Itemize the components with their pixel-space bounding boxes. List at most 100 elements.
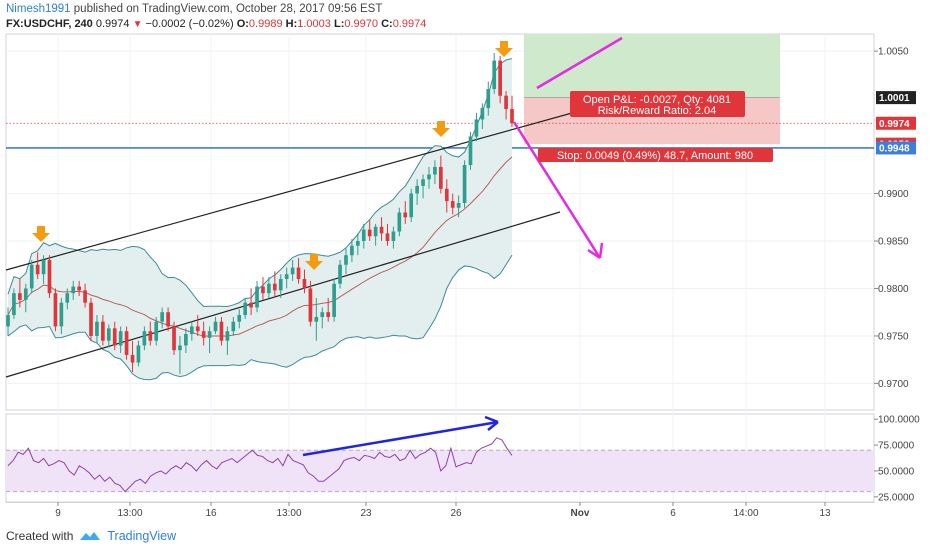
candle — [243, 297, 248, 319]
candle-body — [504, 95, 508, 110]
candle — [89, 297, 93, 341]
time-tick-label: 13:00 — [117, 508, 142, 519]
candle-body — [332, 283, 336, 317]
candle-body — [255, 286, 259, 308]
stop-box[interactable] — [538, 148, 773, 162]
candle — [189, 321, 194, 341]
channel-lower-line[interactable] — [5, 211, 561, 378]
author-link[interactable]: Nimesh1991 — [6, 3, 71, 15]
candle — [427, 166, 431, 189]
candle-body — [184, 334, 188, 346]
bollinger-fill — [8, 58, 512, 380]
candle — [302, 269, 307, 294]
price-tick-label: 0.9750 — [878, 331, 909, 342]
down-arrow-icon[interactable] — [495, 41, 513, 57]
price-tick-label: 0.9900 — [878, 189, 909, 200]
candle — [118, 326, 123, 354]
candle — [367, 220, 372, 241]
price-channel[interactable] — [5, 112, 573, 378]
candle — [314, 297, 319, 341]
candle — [148, 321, 153, 346]
candle — [106, 324, 111, 348]
candle-body — [498, 60, 502, 96]
candle — [361, 223, 366, 249]
candle — [284, 267, 289, 289]
candle — [468, 131, 473, 170]
candle-body — [385, 233, 390, 241]
candle-body — [320, 312, 325, 317]
price-tick-label: 0.9700 — [878, 379, 909, 390]
candle-body — [326, 312, 331, 317]
candle — [12, 288, 16, 319]
rsi-pane — [6, 415, 874, 493]
candle — [29, 259, 34, 294]
price-tag — [876, 116, 916, 130]
candle-body — [486, 89, 491, 109]
time-tick-label: 26 — [450, 508, 462, 519]
time-tick-label: 9 — [55, 508, 61, 519]
candle-body — [12, 293, 16, 316]
channel-upper-line[interactable] — [5, 112, 573, 271]
candle-body — [35, 264, 40, 275]
candle — [166, 307, 170, 332]
candle-body — [83, 290, 87, 303]
candle-body — [278, 278, 283, 291]
candle — [433, 160, 437, 185]
candle — [65, 288, 70, 310]
candle — [18, 278, 22, 308]
candle — [207, 326, 212, 354]
candle-body — [207, 331, 212, 338]
time-tick-label: 14:00 — [733, 508, 758, 519]
magenta-arrow-line[interactable] — [512, 121, 602, 259]
candle — [373, 223, 378, 246]
symbol-label[interactable]: FX:USDCHF, 240 — [6, 18, 93, 30]
candle — [172, 321, 176, 355]
tradingview-brand-link[interactable]: TradingView — [107, 529, 177, 543]
candle — [385, 223, 390, 246]
candle — [510, 95, 514, 128]
down-arrow-icon[interactable] — [432, 121, 450, 137]
candle — [415, 179, 419, 205]
rsi-divergence-arrow[interactable] — [302, 420, 499, 457]
candle-body — [373, 226, 378, 237]
candle-body — [59, 302, 64, 327]
candle — [178, 335, 182, 374]
high-label: H: — [285, 18, 298, 30]
candle-body — [415, 185, 419, 194]
open-pnl-box[interactable] — [570, 91, 745, 117]
candle — [47, 255, 52, 298]
low-label: L: — [333, 18, 345, 30]
candle — [124, 326, 129, 360]
down-triangle-icon: ▼ — [132, 19, 143, 30]
down-arrow-icon[interactable] — [32, 226, 50, 242]
candle — [261, 277, 265, 300]
candle — [231, 316, 236, 336]
rsi-tick-label: 50.0000 — [878, 466, 915, 477]
candle — [41, 255, 46, 284]
candle-body — [172, 326, 176, 351]
candle-body — [53, 293, 58, 327]
annotations[interactable] — [32, 36, 623, 270]
bollinger-upper — [7, 58, 513, 308]
close-label: C: — [381, 18, 393, 30]
candle — [480, 103, 485, 129]
time-tick-label: 23 — [360, 508, 372, 519]
candle-body — [118, 331, 123, 346]
candle — [142, 326, 147, 351]
candle — [255, 280, 259, 313]
rsi-line — [7, 437, 513, 493]
candle-body — [112, 328, 117, 346]
price-tick-label: 0.9800 — [878, 284, 909, 295]
down-arrow-icon[interactable] — [305, 254, 323, 270]
published-text: published on TradingView.com, October 28… — [70, 3, 383, 15]
candle-body — [237, 315, 242, 322]
candle-body — [379, 226, 384, 234]
candle-body — [130, 354, 135, 363]
candle — [101, 315, 105, 346]
profit-zone[interactable] — [524, 34, 780, 98]
candle — [95, 315, 99, 344]
magenta-trend-line[interactable] — [536, 36, 623, 90]
candle-body — [480, 108, 485, 120]
last-price: 0.9974 — [95, 18, 130, 30]
